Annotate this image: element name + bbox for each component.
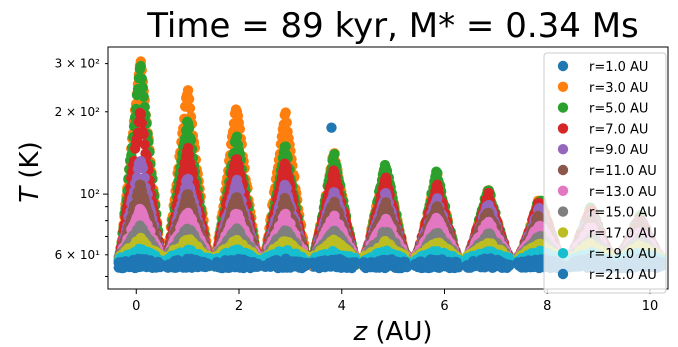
data-point [139, 139, 150, 150]
data-point [183, 122, 195, 134]
data-point [182, 85, 194, 96]
data-point [135, 109, 146, 120]
data-point [329, 149, 340, 160]
data-point [183, 93, 195, 105]
data-point [280, 141, 291, 152]
data-point [280, 107, 291, 118]
data-point [135, 60, 146, 72]
data-point [136, 73, 147, 84]
data-point [137, 162, 148, 174]
data-point [281, 117, 292, 128]
data-point [138, 91, 149, 102]
y-axis-label: T (K) [15, 141, 45, 203]
data-point [184, 103, 196, 114]
data-point [138, 129, 149, 140]
data-point [432, 167, 443, 179]
chart-title: Time = 89 kyr, M* = 0.34 Ms [146, 6, 639, 46]
data-point [136, 117, 147, 129]
data-point [231, 131, 243, 142]
x-axis-label: z (AU) [352, 317, 432, 347]
data-point [137, 82, 148, 93]
data-point [185, 135, 197, 146]
